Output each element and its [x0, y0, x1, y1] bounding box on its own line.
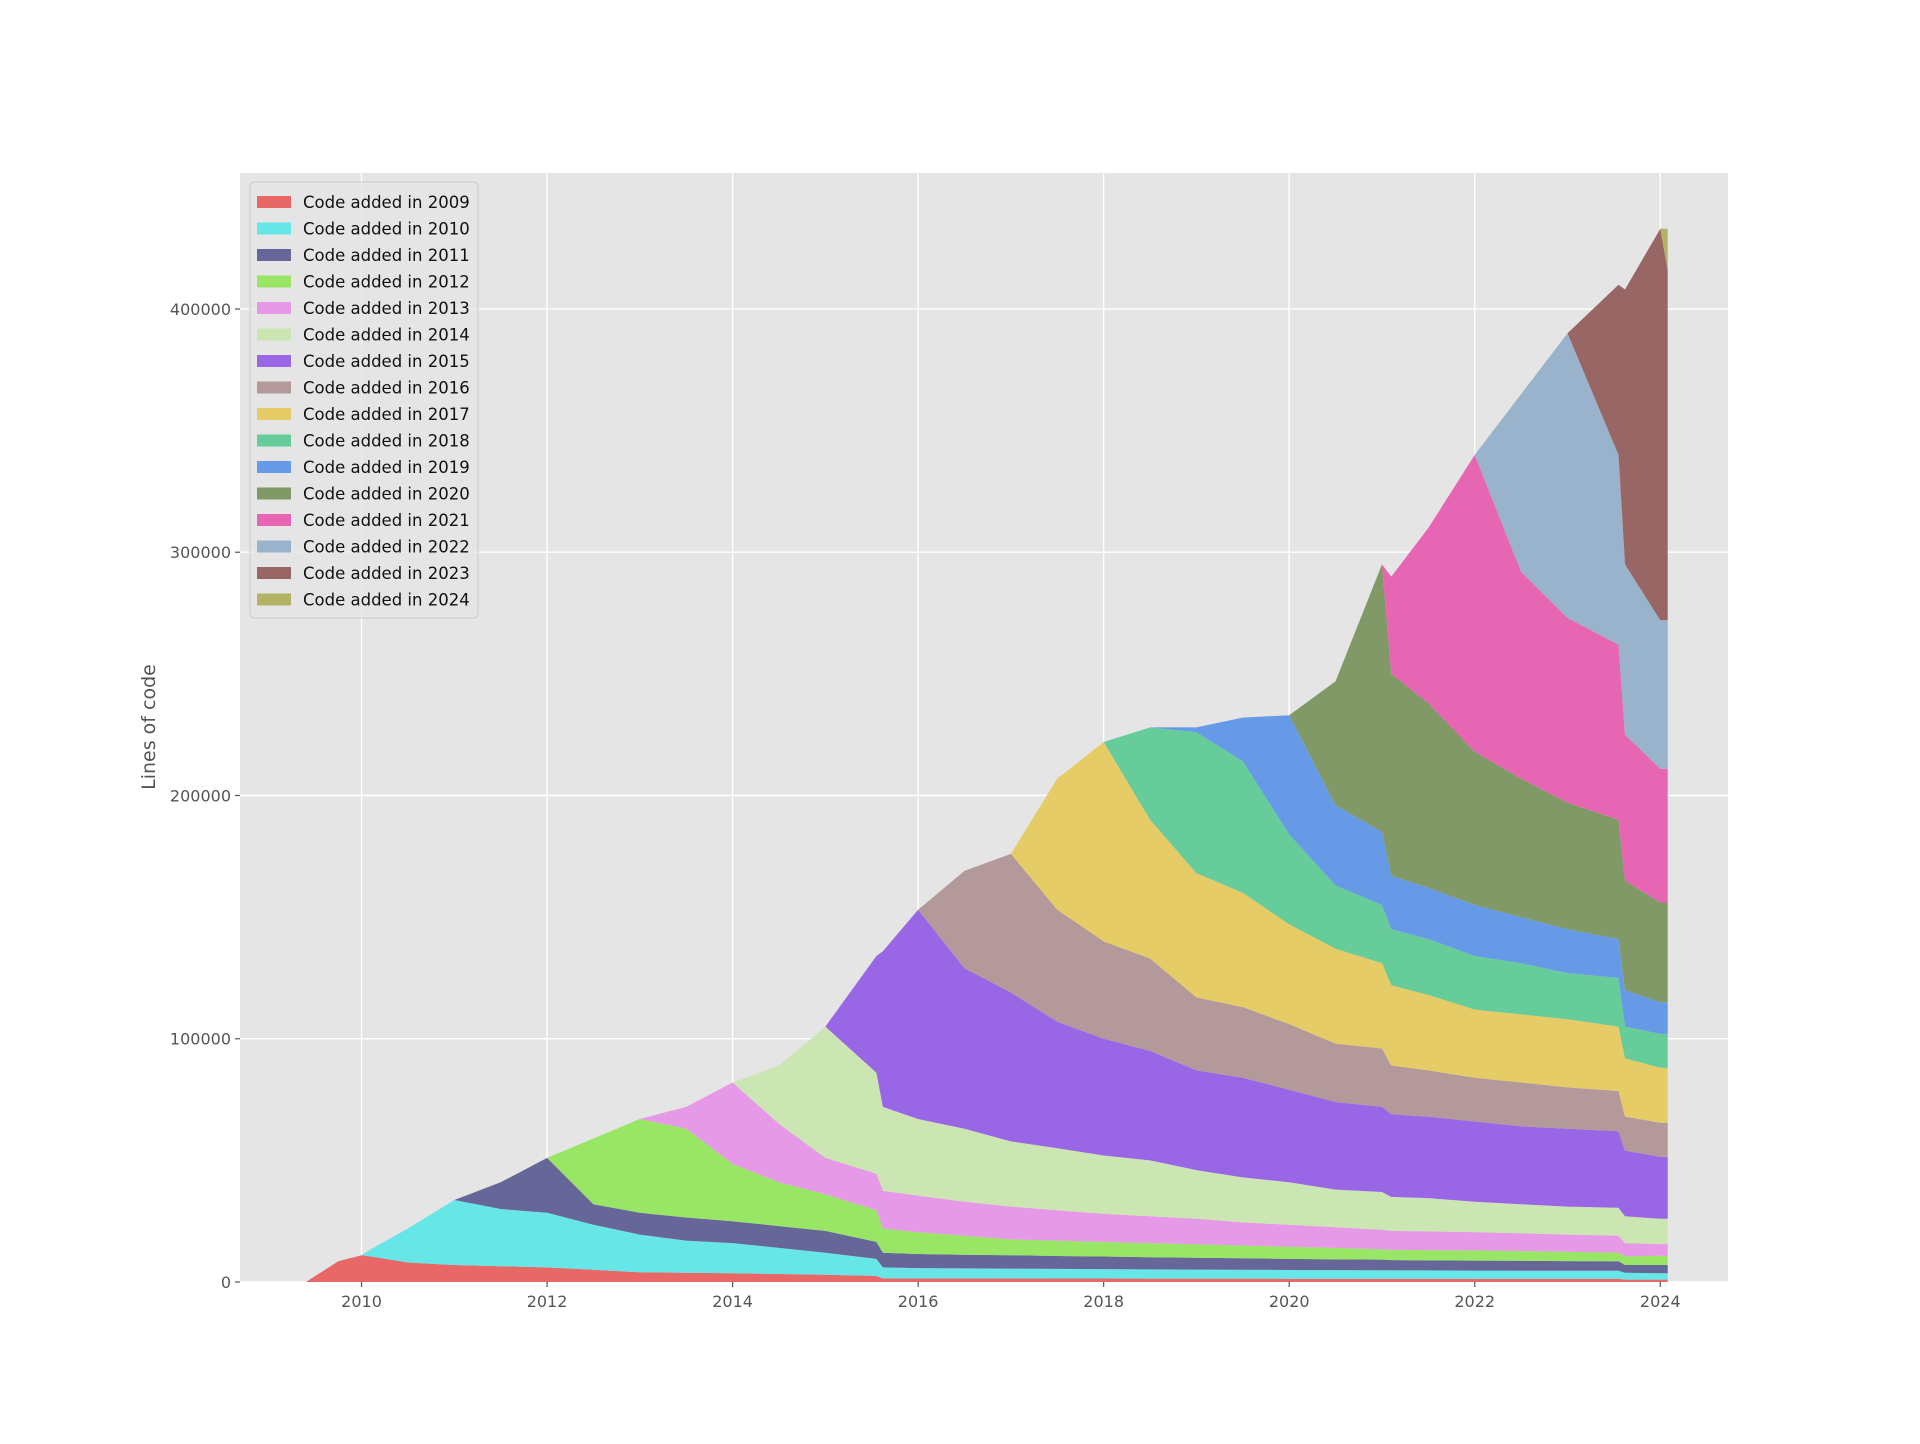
x-tick-label: 2012: [527, 1292, 568, 1311]
legend-label: Code added in 2016: [303, 379, 470, 398]
legend-label: Code added in 2017: [303, 405, 470, 424]
legend-label: Code added in 2012: [303, 273, 470, 292]
legend-item: Code added in 2013: [257, 299, 470, 318]
area-series-2016: [305, 853, 1668, 1282]
legend-label: Code added in 2020: [303, 485, 470, 504]
legend-label: Code added in 2009: [303, 193, 470, 212]
y-tick-label: 400000: [170, 300, 231, 319]
legend-swatch: [257, 328, 291, 341]
x-tick-label: 2010: [341, 1292, 382, 1311]
legend-label: Code added in 2015: [303, 352, 470, 371]
legend-swatch: [257, 275, 291, 288]
area-series-2015: [305, 909, 1668, 1282]
y-tick-label: 0: [221, 1273, 231, 1292]
legend-swatch: [257, 434, 291, 447]
legend-swatch: [257, 249, 291, 261]
y-tick-label: 300000: [170, 543, 231, 562]
x-tick-label: 2018: [1083, 1292, 1124, 1311]
legend-swatch: [257, 567, 291, 579]
area-series-2014: [305, 1026, 1668, 1282]
legend-item: Code added in 2016: [257, 379, 470, 398]
area-series-2020: [305, 564, 1668, 1282]
y-axis: 0 100000 200000 300000 400000: [170, 300, 240, 1292]
legend-item: Code added in 2021: [257, 511, 470, 530]
legend-item: Code added in 2024: [257, 591, 470, 610]
y-axis-label: Lines of code: [138, 664, 160, 790]
x-axis: 2010 2012 2014 2016 2018 2020 2022 2024: [341, 1282, 1681, 1311]
area-series-2012: [305, 1119, 1668, 1282]
legend-item: Code added in 2014: [257, 326, 470, 345]
legend-item: Code added in 2009: [257, 193, 470, 212]
legend: Code added in 2009 Code added in 2010 Code…: [249, 181, 479, 619]
legend-item: Code added in 2018: [257, 432, 470, 451]
legend-label: Code added in 2013: [303, 299, 470, 318]
legend-swatch: [257, 222, 291, 235]
legend-swatch: [257, 487, 291, 500]
legend-swatch: [257, 514, 291, 526]
x-tick-label: 2024: [1640, 1292, 1681, 1311]
legend-item: Code added in 2010: [257, 220, 470, 239]
legend-label: Code added in 2014: [303, 326, 470, 345]
legend-swatch: [257, 381, 291, 394]
legend-swatch: [257, 196, 291, 208]
area-series-2009: [305, 1255, 1668, 1282]
legend-item: Code added in 2017: [257, 405, 470, 424]
legend-label: Code added in 2010: [303, 220, 470, 239]
area-layers: [305, 228, 1668, 1283]
legend-item: Code added in 2020: [257, 485, 470, 504]
legend-box: [249, 181, 479, 619]
area-series-2010: [305, 1200, 1668, 1282]
legend-label: Code added in 2023: [303, 564, 470, 583]
y-tick-label: 200000: [170, 786, 231, 805]
legend-label: Code added in 2018: [303, 432, 470, 451]
legend-item: Code added in 2019: [257, 458, 470, 477]
legend-label: Code added in 2024: [303, 591, 470, 610]
legend-swatch: [257, 355, 291, 367]
legend-label: Code added in 2019: [303, 458, 470, 477]
area-series-2022: [305, 333, 1668, 1282]
legend-swatch: [257, 408, 291, 420]
legend-item: Code added in 2022: [257, 538, 470, 557]
legend-label: Code added in 2022: [303, 538, 470, 557]
legend-label: Code added in 2011: [303, 246, 470, 265]
legend-label: Code added in 2021: [303, 511, 470, 530]
legend-swatch: [257, 593, 291, 606]
y-tick-label: 100000: [170, 1030, 231, 1049]
legend-swatch: [257, 540, 291, 553]
area-series-2013: [305, 1082, 1668, 1282]
area-series-2011: [305, 1157, 1668, 1282]
legend-item: Code added in 2011: [257, 246, 470, 265]
legend-item: Code added in 2023: [257, 564, 470, 583]
legend-swatch: [257, 302, 291, 314]
legend-swatch: [257, 461, 291, 473]
area-series-2019: [305, 715, 1668, 1282]
legend-item: Code added in 2012: [257, 273, 470, 292]
x-tick-label: 2016: [898, 1292, 939, 1311]
area-series-2017: [305, 742, 1668, 1282]
legend-item: Code added in 2015: [257, 352, 470, 371]
x-tick-label: 2014: [712, 1292, 753, 1311]
x-tick-label: 2022: [1454, 1292, 1495, 1311]
x-tick-label: 2020: [1269, 1292, 1310, 1311]
